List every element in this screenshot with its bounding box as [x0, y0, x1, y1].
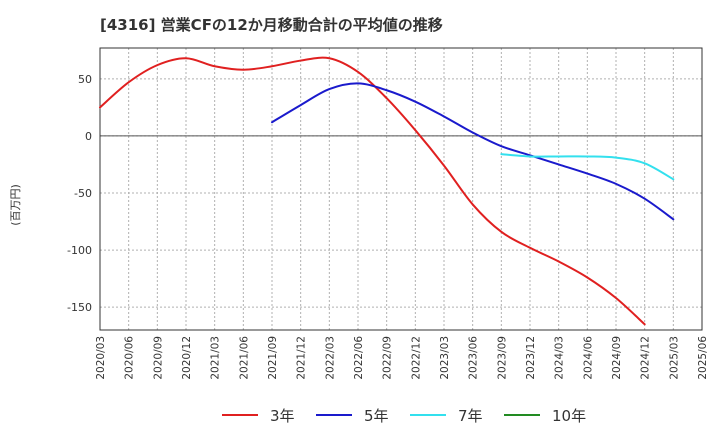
series-layer: [99, 56, 675, 326]
x-tick-label: 2020/03: [95, 336, 107, 380]
legend-item: 3年: [222, 402, 295, 428]
grid-layer: [100, 48, 702, 330]
y-tick-label: -50: [74, 187, 92, 200]
legend-swatch: [316, 414, 352, 416]
x-tick-label: 2020/09: [152, 336, 164, 380]
x-tick-label: 2021/12: [296, 336, 308, 380]
x-tick-label: 2022/03: [324, 336, 336, 380]
legend-item: 5年: [316, 402, 389, 428]
x-tick-label: 2022/09: [382, 336, 394, 380]
y-tick-label: 50: [78, 73, 92, 86]
legend-swatch: [410, 414, 446, 416]
legend-item: 7年: [410, 402, 483, 428]
x-tick-label: 2021/06: [238, 336, 250, 380]
legend-label: 5年: [364, 406, 389, 425]
legend-label: 10年: [552, 406, 587, 425]
legend-swatch: [222, 414, 258, 416]
legend-swatch: [504, 414, 540, 416]
x-tick-label: 2021/09: [267, 336, 279, 380]
label-layer: 50 0 -50 -100 -150 2020/03 2020/06 2020/09 2020/…: [9, 73, 709, 380]
x-tick-label: 2020/06: [124, 336, 136, 380]
legend-item: 10年: [504, 402, 586, 428]
x-tick-label: 2025/03: [668, 336, 680, 380]
x-tick-label: 2024/06: [582, 336, 594, 380]
chart-title: [4316] 営業CFの12か月移動合計の平均値の推移: [100, 16, 443, 34]
x-tick-label: 2022/12: [410, 336, 422, 380]
legend-label: 3年: [270, 406, 295, 425]
x-tick-label: 2023/03: [439, 336, 451, 380]
x-tick-label: 2022/06: [353, 336, 365, 380]
series-line-3年: [99, 56, 646, 326]
series-line-5年: [271, 82, 675, 221]
x-tick-label: 2023/09: [496, 336, 508, 380]
x-tick-label: 2020/12: [181, 336, 193, 380]
x-tick-label: 2024/09: [611, 336, 623, 380]
x-tick-label: 2021/03: [210, 336, 222, 380]
y-tick-label: -150: [67, 301, 92, 314]
y-tick-label: 0: [85, 130, 92, 143]
x-tick-label: 2023/06: [468, 336, 480, 380]
x-tick-label: 2024/12: [640, 336, 652, 380]
y-tick-label: -100: [67, 244, 92, 257]
axis-layer: [99, 47, 703, 331]
legend: 3年 5年 7年 10年: [0, 402, 720, 428]
x-tick-label: 2024/03: [554, 336, 566, 380]
plot-frame: [99, 47, 703, 331]
x-tick-label: 2025/06: [697, 336, 709, 380]
x-tick-label: 2023/12: [525, 336, 537, 380]
y-axis-label: (百万円): [9, 184, 22, 226]
series-line-7年: [500, 153, 675, 181]
legend-label: 7年: [458, 406, 483, 425]
